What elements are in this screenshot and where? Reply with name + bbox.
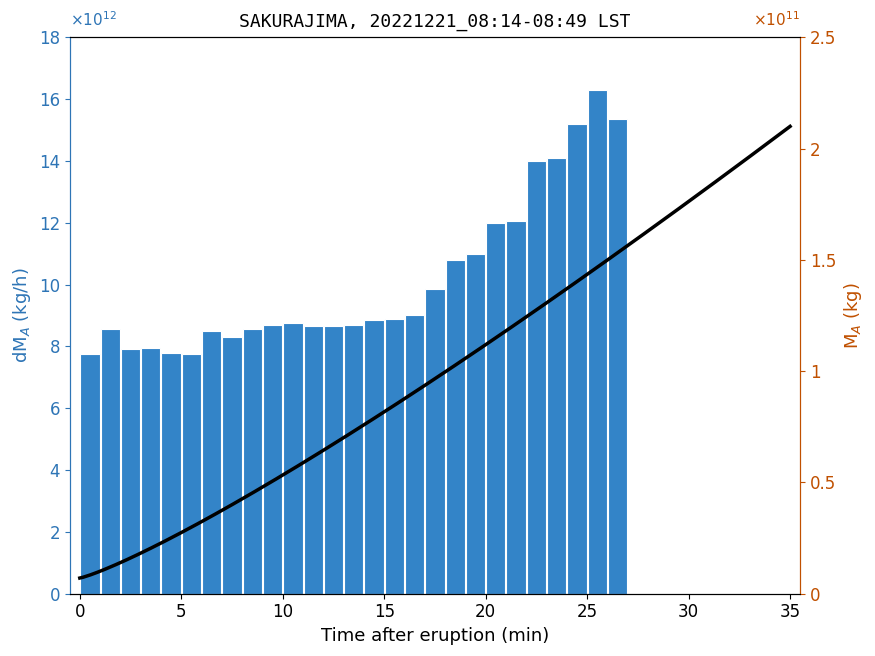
Bar: [588, 90, 607, 594]
Bar: [162, 352, 181, 594]
Bar: [284, 323, 303, 594]
Bar: [425, 289, 444, 594]
Text: $\times10^{12}$: $\times10^{12}$: [70, 10, 116, 29]
Bar: [547, 158, 566, 594]
Bar: [202, 331, 221, 594]
Bar: [101, 329, 120, 594]
Bar: [222, 337, 242, 594]
Bar: [567, 124, 586, 594]
Y-axis label: M$_A$ (kg): M$_A$ (kg): [842, 282, 864, 349]
Bar: [141, 348, 160, 594]
Bar: [445, 260, 465, 594]
Bar: [405, 316, 424, 594]
X-axis label: Time after eruption (min): Time after eruption (min): [321, 627, 550, 645]
Bar: [80, 354, 100, 594]
Bar: [487, 223, 506, 594]
Title: SAKURAJIMA, 20221221_08:14-08:49 LST: SAKURAJIMA, 20221221_08:14-08:49 LST: [239, 12, 631, 31]
Bar: [507, 221, 526, 594]
Bar: [182, 354, 201, 594]
Bar: [344, 325, 363, 594]
Bar: [121, 350, 140, 594]
Bar: [527, 161, 546, 594]
Bar: [304, 326, 323, 594]
Bar: [263, 325, 283, 594]
Bar: [466, 254, 485, 594]
Bar: [608, 119, 627, 594]
Text: $\times10^{11}$: $\times10^{11}$: [753, 10, 801, 29]
Bar: [242, 329, 262, 594]
Y-axis label: dM$_A$ (kg/h): dM$_A$ (kg/h): [11, 268, 33, 363]
Bar: [324, 326, 343, 594]
Bar: [385, 319, 404, 594]
Bar: [364, 320, 384, 594]
